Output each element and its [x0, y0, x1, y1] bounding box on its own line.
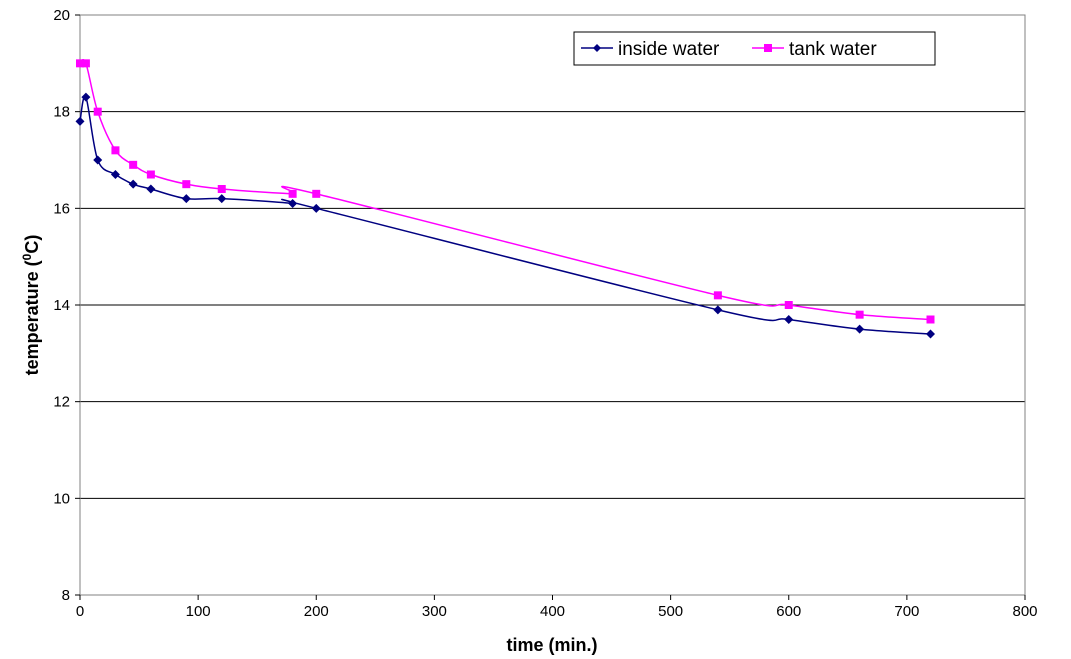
- x-tick-label-0: 0: [76, 603, 84, 620]
- point-inside-water-3: [110, 170, 120, 179]
- point-inside-water-4: [128, 179, 138, 189]
- point-tank-water-11: [784, 301, 793, 309]
- y-tick-label-20: 20: [53, 7, 70, 24]
- legend-marker-inside-water: [593, 44, 601, 52]
- point-inside-water-8: [288, 199, 298, 208]
- point-tank-water-3: [111, 146, 120, 155]
- point-inside-water-10: [713, 305, 723, 315]
- x-tick-label-700: 700: [894, 603, 919, 620]
- y-tick-label-8: 8: [62, 587, 70, 604]
- y-tick-label-14: 14: [53, 297, 70, 314]
- point-inside-water-12: [855, 324, 865, 334]
- y-tick-label-10: 10: [53, 490, 70, 507]
- y-tick-label-18: 18: [53, 104, 70, 121]
- point-inside-water-9: [311, 203, 321, 213]
- point-tank-water-5: [146, 170, 155, 179]
- y-axis-title: temperature (0C): [20, 235, 42, 376]
- gridlines: [80, 111, 1025, 499]
- series-layer: [75, 59, 935, 339]
- point-tank-water-13: [926, 315, 935, 324]
- x-tick-label-500: 500: [658, 603, 683, 620]
- point-tank-water-4: [129, 160, 138, 169]
- point-inside-water-11: [784, 315, 794, 324]
- legend-label-inside-water: inside water: [618, 39, 720, 60]
- x-tick-label-300: 300: [422, 603, 447, 620]
- x-axis-title: time (min.): [506, 635, 597, 655]
- y-axis-title-post: C): [22, 235, 42, 254]
- point-tank-water-1: [81, 59, 90, 68]
- point-tank-water-7: [217, 185, 226, 193]
- y-axis-title-pre: temperature (: [22, 260, 42, 375]
- legend-label-tank-water: tank water: [789, 39, 877, 60]
- point-inside-water-7: [217, 194, 227, 204]
- x-tick-label-100: 100: [186, 603, 211, 620]
- x-tick-label-200: 200: [304, 603, 329, 620]
- point-tank-water-12: [855, 310, 864, 319]
- y-axis-title-sup: 0: [20, 253, 34, 260]
- x-tick-label-800: 800: [1012, 603, 1037, 620]
- x-axis-ticks: 0 100 200 300 400 500 600 700 800: [76, 595, 1038, 620]
- y-tick-label-12: 12: [53, 394, 70, 411]
- y-tick-label-16: 16: [53, 200, 70, 217]
- x-tick-label-400: 400: [540, 603, 565, 620]
- point-tank-water-9: [312, 189, 321, 198]
- point-inside-water-6: [181, 194, 191, 204]
- point-inside-water-5: [146, 184, 156, 194]
- point-inside-water-0: [75, 116, 85, 126]
- point-tank-water-10: [713, 291, 722, 300]
- legend: inside water tank water: [573, 31, 936, 66]
- point-tank-water-8: [288, 189, 297, 198]
- series-line-tank-water: [79, 59, 931, 321]
- series-line-inside-water: [79, 95, 931, 335]
- point-inside-water-13: [926, 329, 935, 339]
- point-inside-water-2: [93, 155, 103, 165]
- y-axis-ticks: 8 10 12 14 16 18 20: [53, 7, 80, 604]
- point-inside-water-1: [81, 92, 91, 102]
- point-tank-water-2: [93, 107, 102, 116]
- legend-marker-tank-water: [764, 44, 772, 52]
- point-tank-water-6: [182, 180, 191, 189]
- point-tank-water-0: [76, 59, 84, 68]
- x-tick-label-600: 600: [776, 603, 801, 620]
